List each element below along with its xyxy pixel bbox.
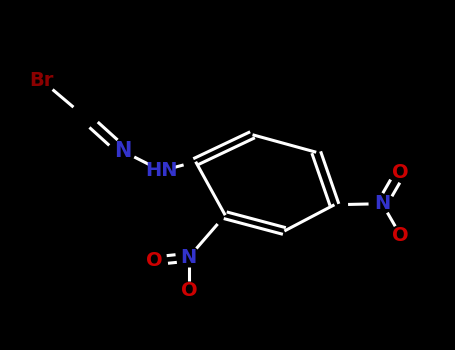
Text: O: O — [147, 251, 163, 270]
Text: Br: Br — [30, 71, 54, 90]
Text: O: O — [392, 226, 409, 245]
Text: O: O — [181, 281, 197, 300]
Text: N: N — [374, 194, 390, 213]
Text: N: N — [181, 248, 197, 267]
Text: N: N — [114, 141, 131, 161]
Text: O: O — [392, 163, 409, 182]
Text: HN: HN — [145, 161, 178, 180]
